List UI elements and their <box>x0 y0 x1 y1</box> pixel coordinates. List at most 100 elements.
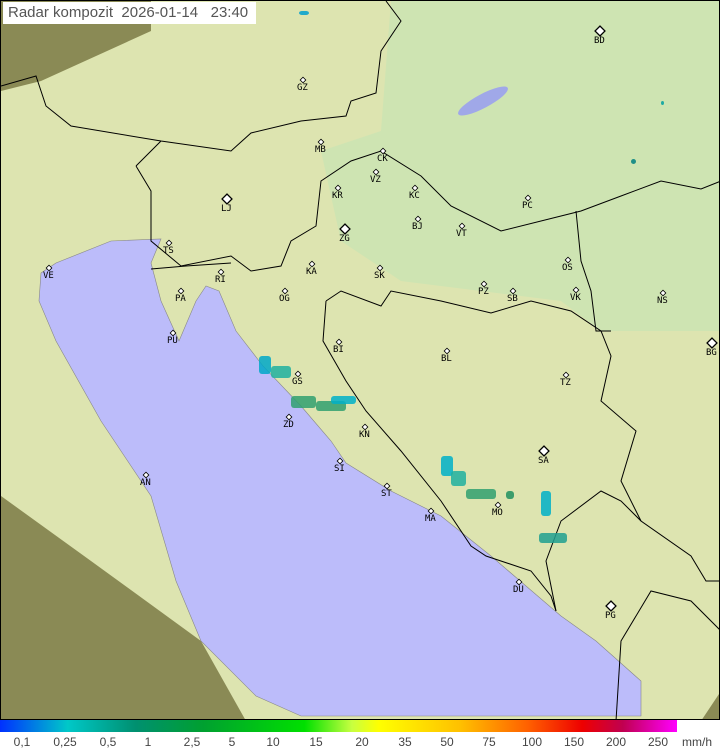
city-label: OS <box>562 263 573 273</box>
city-marker-icon <box>339 223 351 235</box>
rain-echo <box>271 366 291 378</box>
city-marker-icon <box>383 482 391 490</box>
scale-tick: 0,1 <box>13 735 31 749</box>
city-marker-icon <box>515 578 523 586</box>
city-label: NS <box>657 296 668 306</box>
city-label: PA <box>175 294 186 304</box>
city-marker-icon <box>572 286 580 294</box>
city-marker-icon <box>299 76 307 84</box>
city-marker-icon <box>336 457 344 465</box>
city-marker-icon <box>594 25 606 37</box>
city-marker-icon <box>169 329 177 337</box>
city-marker-icon <box>480 280 488 288</box>
plains-area <box>321 1 719 331</box>
city-marker-icon <box>308 260 316 268</box>
city-label: SI <box>334 464 345 474</box>
city-label: SK <box>374 271 385 281</box>
scale-tick: 0,5 <box>99 735 117 749</box>
scale-tick: 0,25 <box>53 735 77 749</box>
city-label: OG <box>279 294 290 304</box>
city-marker-icon <box>414 215 422 223</box>
city-marker-icon <box>372 168 380 176</box>
city-marker-icon <box>165 239 173 247</box>
city-label: PC <box>522 201 533 211</box>
city-marker-icon <box>334 184 342 192</box>
city-marker-icon <box>45 264 53 272</box>
city-label: MB <box>315 145 326 155</box>
city-marker-icon <box>509 287 517 295</box>
city-label: BL <box>441 354 452 364</box>
city-label: AN <box>140 478 151 488</box>
scale-tick: 15 <box>309 735 323 749</box>
scale-tick: 20 <box>355 735 369 749</box>
map-title: Radar kompozit 2026-01-14 23:40 <box>3 2 257 24</box>
city-label: SB <box>507 294 518 304</box>
city-label: KC <box>409 191 420 201</box>
city-label: ZD <box>283 420 294 430</box>
scale-tick: 150 <box>563 735 585 749</box>
city-marker-icon <box>294 370 302 378</box>
city-marker-icon <box>285 413 293 421</box>
city-label: BI <box>333 345 344 355</box>
city-label: VE <box>43 271 54 281</box>
city-label: PZ <box>478 287 489 297</box>
lake-balaton <box>458 86 508 116</box>
city-marker-icon <box>443 347 451 355</box>
city-label: PG <box>605 611 616 621</box>
city-marker-icon <box>427 507 435 515</box>
scale-tick: 100 <box>521 735 543 749</box>
city-label: TS <box>163 246 174 256</box>
city-marker-icon <box>379 147 387 155</box>
city-marker-icon <box>221 193 233 205</box>
city-label: BD <box>594 36 605 46</box>
city-label: LJ <box>221 204 232 214</box>
rain-echo <box>661 101 664 105</box>
city-marker-icon <box>562 371 570 379</box>
scale-unit: mm/h <box>682 735 712 749</box>
city-marker-icon <box>494 501 502 509</box>
city-label: ZG <box>339 234 350 244</box>
city-marker-icon <box>659 289 667 297</box>
scale-tick: 2,5 <box>183 735 201 749</box>
city-marker-icon <box>335 338 343 346</box>
city-marker-icon <box>458 222 466 230</box>
city-label: BG <box>706 348 717 358</box>
city-label: PU <box>167 336 178 346</box>
city-label: CK <box>377 154 388 164</box>
map-canvas <box>1 1 719 719</box>
city-label: VT <box>456 229 467 239</box>
precipitation-echoes <box>259 11 664 543</box>
city-label: GZ <box>297 83 308 93</box>
rain-echo <box>541 491 551 516</box>
city-marker-icon <box>361 423 369 431</box>
city-label: KR <box>332 191 343 201</box>
city-label: BJ <box>412 222 423 232</box>
city-label: VZ <box>370 175 381 185</box>
city-marker-icon <box>538 445 550 457</box>
scale-tick: 250 <box>647 735 669 749</box>
rain-echo <box>506 491 514 499</box>
scale-tick: 75 <box>482 735 496 749</box>
city-marker-icon <box>411 184 419 192</box>
country-borders <box>1 1 719 719</box>
scale-tick: 10 <box>266 735 280 749</box>
scale-tick: 200 <box>605 735 627 749</box>
adriatic-sea <box>38 238 642 717</box>
rain-echo <box>451 471 466 486</box>
rain-echo <box>259 356 271 374</box>
city-label: DU <box>513 585 524 595</box>
rain-echo <box>466 489 496 499</box>
scale-tick: 35 <box>398 735 412 749</box>
scale-tick: 5 <box>228 735 236 749</box>
city-marker-icon <box>177 287 185 295</box>
city-label: VK <box>570 293 581 303</box>
rain-echo <box>539 533 567 543</box>
city-label: SA <box>538 456 549 466</box>
city-marker-icon <box>142 471 150 479</box>
radar-map[interactable]: BD GZ MB CK VZ KR KC PC LJ BJ VT ZG TS VE RI KA SK OS NS PA… <box>0 0 720 720</box>
city-marker-icon <box>524 194 532 202</box>
city-label: MA <box>425 514 436 524</box>
city-marker-icon <box>281 287 289 295</box>
city-label: KA <box>306 267 317 277</box>
city-label: ST <box>381 489 392 499</box>
